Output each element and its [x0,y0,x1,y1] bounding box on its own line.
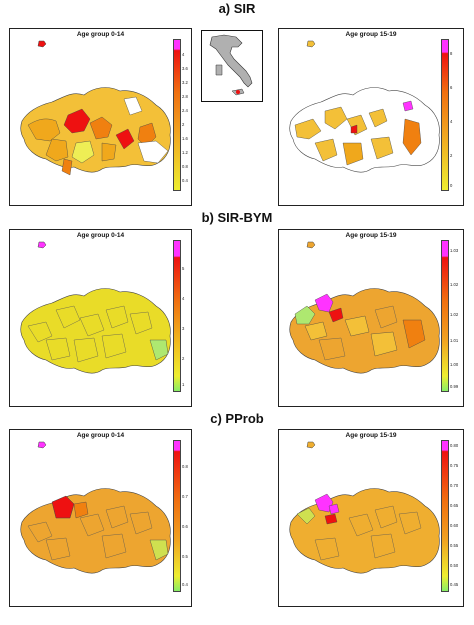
legend-tick-label: 0.45 [450,582,459,587]
section-title-sir-bym: b) SIR-BYM [201,210,273,225]
legend-tick-label: 0.8 [182,164,188,169]
legend-tick-label: 8 [450,51,453,56]
legend-tick-label: 0.75 [450,463,459,468]
legend-pprob-0-14: 0.8 0.7 0.6 0.5 0.4 [173,440,193,592]
legend-tick-label: 2 [450,153,453,158]
legend-tick-label: 0.6 [182,524,188,529]
legend-color-bar [441,240,449,392]
legend-tick-label: 4 [182,52,185,57]
legend-tick-label: 0.4 [182,178,188,183]
legend-tick-label: 2 [182,122,185,127]
panel-title: Age group 15-19 [345,232,397,239]
panel-sir-0-14: Age group 0-14 4 3.6 3.2 2.8 2.4 2 1.6 1… [9,28,192,206]
legend-tick-label: 3.2 [182,80,188,85]
legend-tick-label: 6 [450,85,453,90]
legend-sir-bym-15-19: 1.03 1.02 1.02 1.01 1.00 0.99 [441,240,461,392]
legend-tick-label: 0.60 [450,523,459,528]
legend-color-bar [441,39,449,191]
legend-tick-label: 1 [182,382,185,387]
map-sir-bym-15-19 [289,241,440,374]
legend-color-bar [173,440,181,592]
legend-sir-bym-0-14: 5 4 3 2 1 [173,240,193,392]
legend-tick-label: 3.6 [182,66,188,71]
legend-tick-label: 1.03 [450,248,459,253]
legend-tick-label: 1.00 [450,362,459,367]
legend-tick-label: 1.02 [450,312,459,317]
panel-title: Age group 0-14 [76,31,125,38]
section-title-pprob: c) PProb [210,411,264,426]
map-pprob-15-19 [289,441,440,574]
panel-pprob-0-14: Age group 0-14 0.8 0.7 0.6 0.5 0.4 [9,429,192,607]
legend-sir-0-14: 4 3.6 3.2 2.8 2.4 2 1.6 1.2 0.8 0.4 [173,39,193,191]
legend-tick-label: 0.99 [450,384,459,389]
panel-sir-bym-0-14: Age group 0-14 5 4 3 2 1 [9,229,192,407]
legend-tick-label: 5 [182,266,185,271]
section-title-sir: a) SIR [218,1,256,16]
panel-title: Age group 0-14 [76,432,125,439]
legend-pprob-15-19: 0.80 0.75 0.70 0.65 0.60 0.55 0.50 0.45 [441,440,461,592]
legend-color-bar [441,440,449,592]
panel-pprob-15-19: Age group 15-19 0.80 0.75 0.70 0.65 0.60… [278,429,464,607]
legend-tick-label: 2.4 [182,108,188,113]
legend-color-bar [173,240,181,392]
italy-locator-map-icon [209,34,253,96]
panel-sir-15-19: Age group 15-19 8 6 4 2 0 [278,28,464,206]
legend-tick-label: 0.7 [182,494,188,499]
panel-title: Age group 0-14 [76,232,125,239]
legend-tick-label: 1.6 [182,136,188,141]
legend-tick-label: 4 [182,296,185,301]
panel-title: Age group 15-19 [345,432,397,439]
map-sir-bym-0-14 [20,241,171,374]
legend-tick-label: 1.2 [182,150,188,155]
legend-tick-label: 0.80 [450,443,459,448]
legend-tick-label: 1.01 [450,338,459,343]
panel-title: Age group 15-19 [345,31,397,38]
legend-tick-label: 1.02 [450,282,459,287]
legend-tick-label: 0.70 [450,483,459,488]
legend-tick-label: 0.8 [182,464,188,469]
legend-tick-label: 3 [182,326,185,331]
legend-sir-15-19: 8 6 4 2 0 [441,39,461,191]
legend-tick-label: 2 [182,356,185,361]
map-pprob-0-14 [20,441,171,574]
legend-tick-label: 2.8 [182,94,188,99]
legend-tick-label: 4 [450,119,453,124]
map-sir-15-19 [289,40,440,173]
legend-tick-label: 0.55 [450,543,459,548]
legend-tick-label: 0.50 [450,563,459,568]
italy-inset-map [201,30,263,102]
map-sir-0-14 [20,40,171,176]
legend-color-bar [173,39,181,191]
legend-tick-label: 0.65 [450,503,459,508]
legend-tick-label: 0 [450,183,453,188]
legend-tick-label: 0.5 [182,554,188,559]
legend-tick-label: 0.4 [182,582,188,587]
panel-sir-bym-15-19: Age group 15-19 1.03 1.02 1.02 1.01 1.00… [278,229,464,407]
